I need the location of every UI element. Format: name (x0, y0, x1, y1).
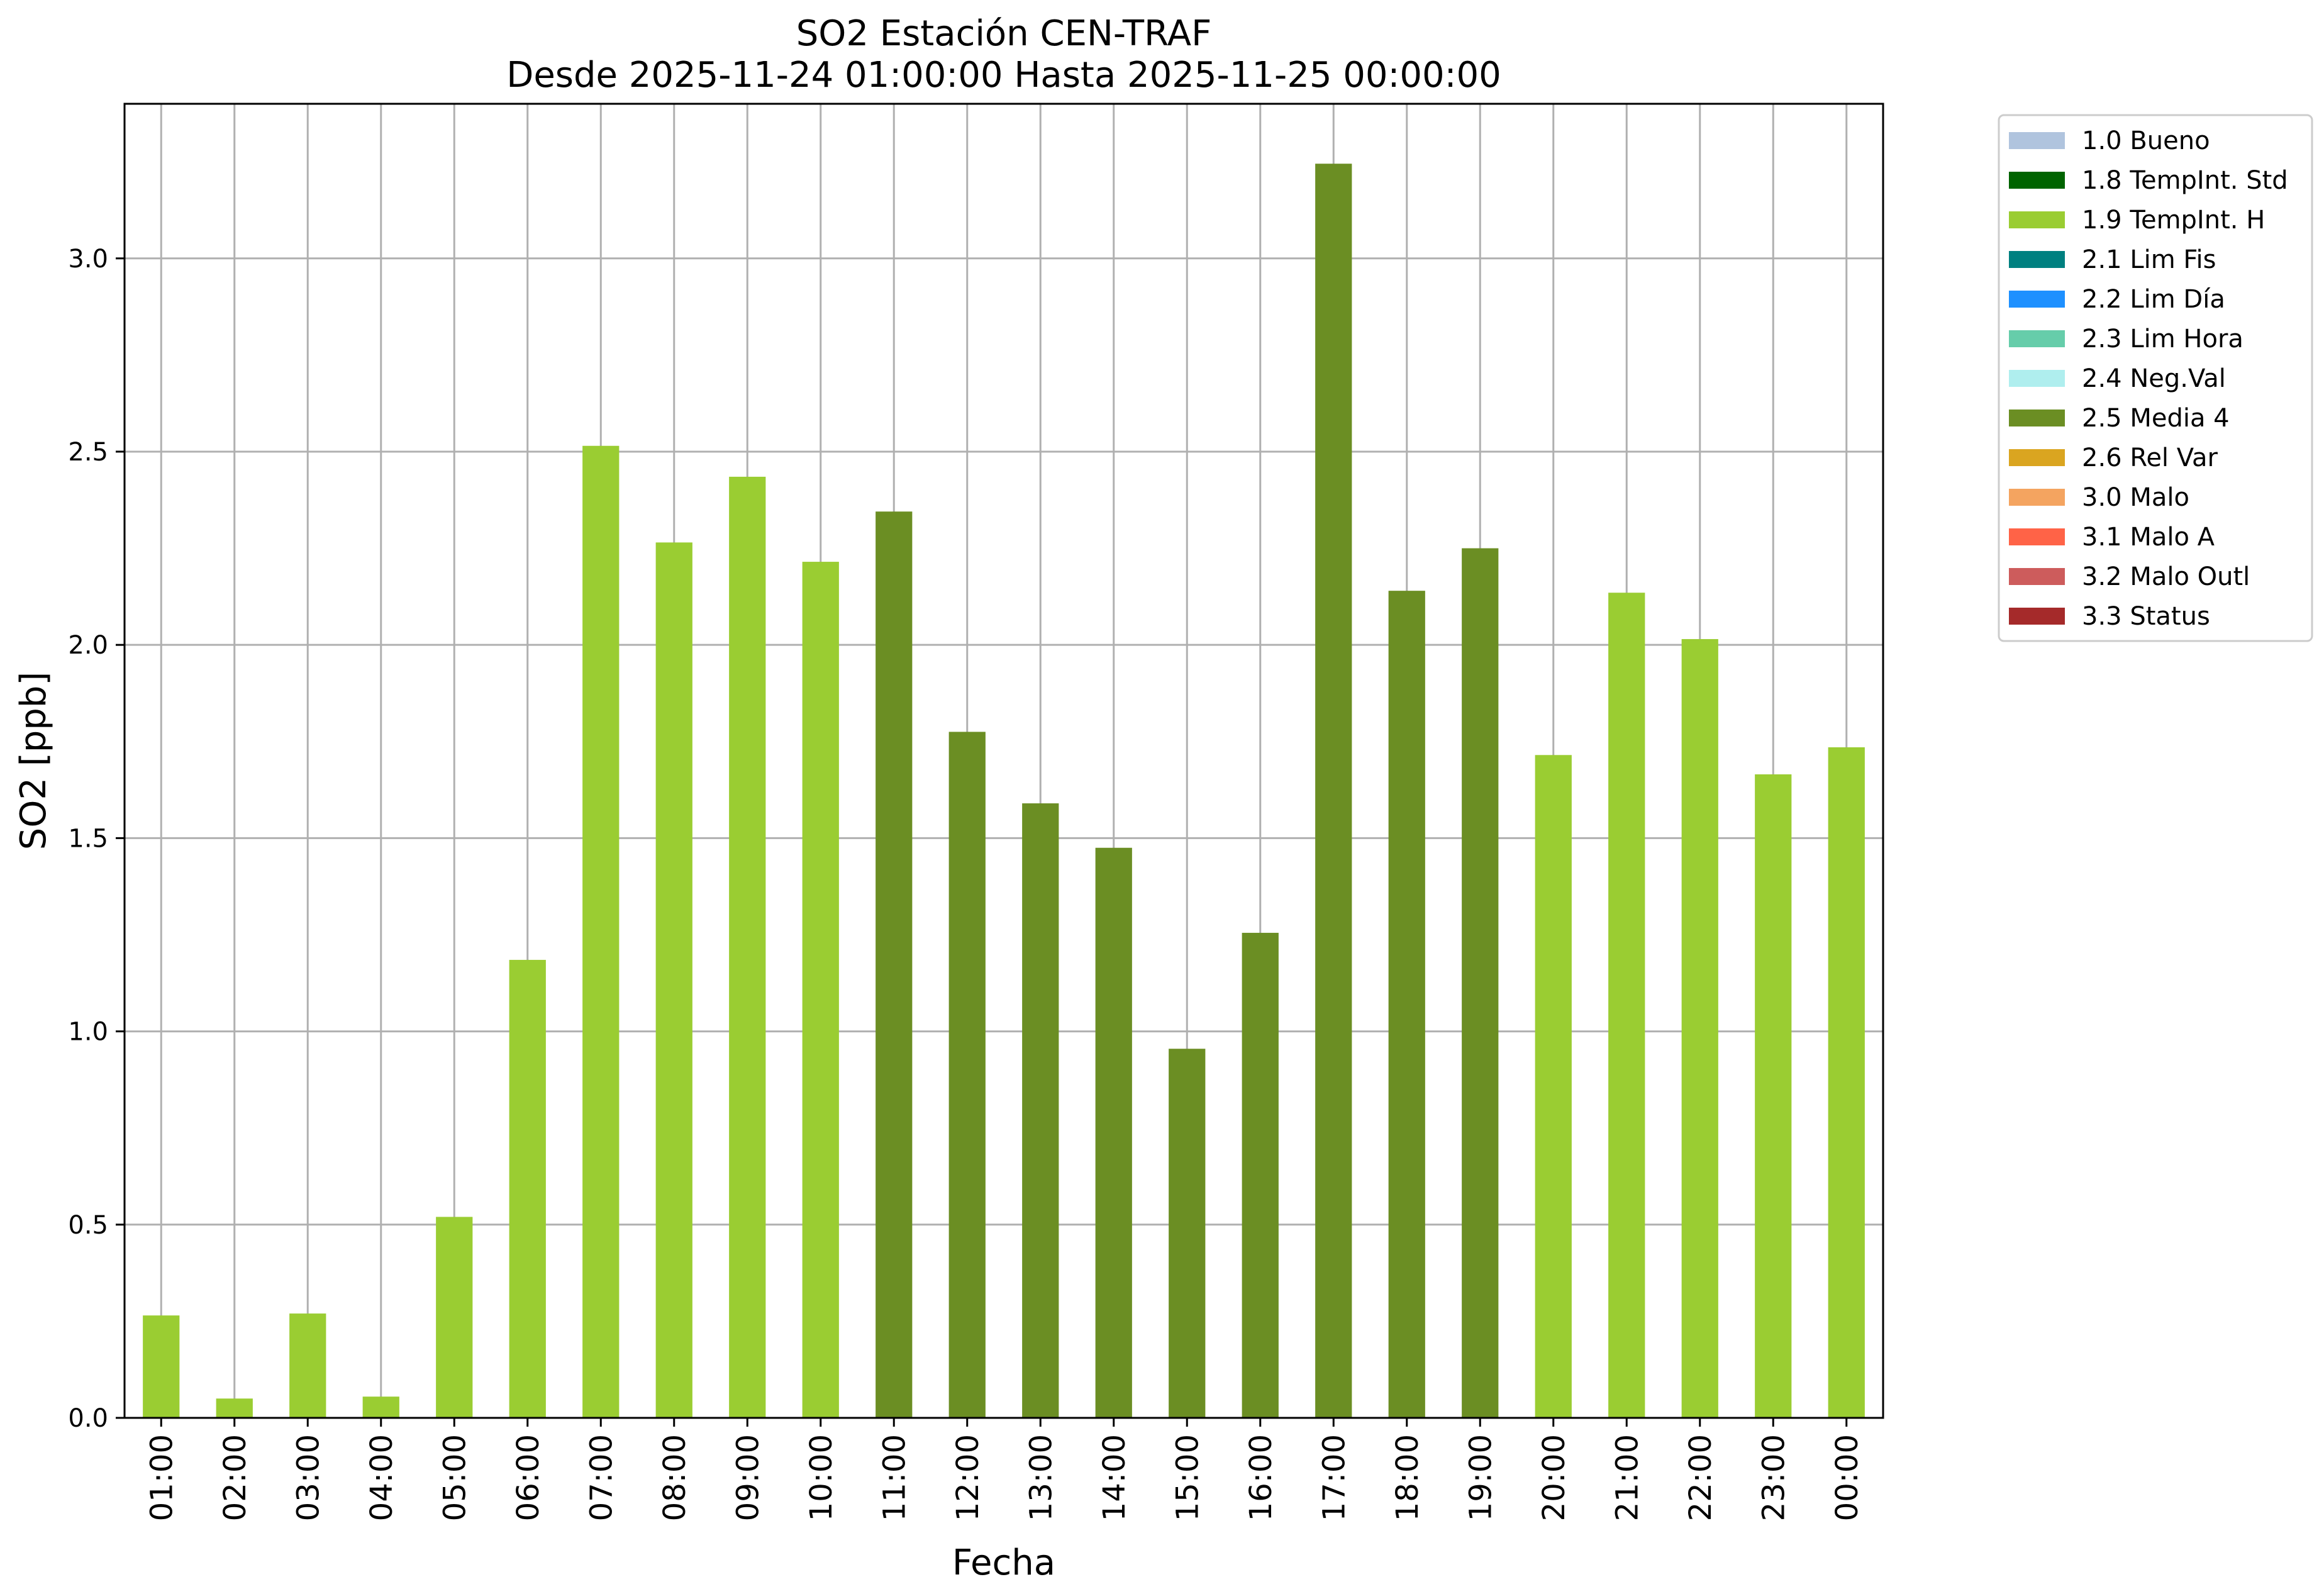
bar (216, 1398, 253, 1418)
bar (1169, 1049, 1206, 1418)
x-tick-label: 05:00 (437, 1434, 472, 1521)
x-tick-label: 11:00 (877, 1434, 912, 1521)
x-tick-label: 19:00 (1463, 1434, 1498, 1521)
x-tick-label: 13:00 (1023, 1434, 1059, 1521)
x-tick-label: 09:00 (730, 1434, 765, 1521)
bar (1022, 803, 1059, 1418)
legend-swatch (2009, 211, 2065, 228)
x-tick-label: 20:00 (1537, 1434, 1572, 1521)
legend-label: 3.1 Malo A (2082, 523, 2215, 552)
legend-box (1998, 114, 2313, 642)
bar (948, 732, 986, 1418)
bar (655, 542, 692, 1418)
bar (1095, 847, 1132, 1418)
bar (582, 445, 620, 1418)
x-tick-label: 02:00 (218, 1434, 253, 1521)
legend-items: 1.0 Bueno 1.8 TempInt. Std 1.9 TempInt. H 2… (2009, 126, 2288, 631)
y-tick-label: 2.0 (68, 631, 108, 660)
legend-label: 3.3 Status (2082, 602, 2210, 631)
legend-label: 1.8 TempInt. Std (2082, 166, 2288, 195)
legend: 1.0 Bueno 1.8 TempInt. Std 1.9 TempInt. H 2… (1998, 114, 2313, 642)
y-tick-label: 1.5 (68, 824, 108, 853)
legend-label: 2.3 Lim Hora (2082, 325, 2243, 354)
x-tick-label: 17:00 (1316, 1434, 1352, 1521)
y-tick-label: 0.5 (68, 1211, 108, 1240)
bar (509, 959, 546, 1418)
y-axis-ticks: 0.0 0.5 1.0 1.5 2.0 2.5 3.0 (68, 245, 125, 1433)
bar (1681, 638, 1718, 1418)
chart-subtitle: Desde 2025-11-24 01:00:00 Hasta 2025-11-… (506, 55, 1501, 96)
x-tick-label: 18:00 (1390, 1434, 1425, 1521)
bar (436, 1217, 473, 1418)
x-tick-label: 22:00 (1683, 1434, 1718, 1521)
x-tick-label: 01:00 (144, 1434, 179, 1521)
bar (362, 1396, 399, 1418)
legend-label: 1.0 Bueno (2082, 126, 2210, 155)
x-tick-label: 06:00 (511, 1434, 546, 1521)
x-tick-label: 03:00 (291, 1434, 326, 1521)
bar (1462, 548, 1499, 1418)
bar (1388, 591, 1425, 1418)
x-tick-label: 10:00 (804, 1434, 839, 1521)
legend-label: 3.0 Malo (2082, 483, 2189, 512)
legend-swatch (2009, 132, 2065, 149)
bar (1755, 774, 1792, 1418)
legend-label: 2.1 Lim Fis (2082, 245, 2216, 274)
legend-swatch (2009, 608, 2065, 625)
x-tick-label: 07:00 (584, 1434, 619, 1521)
bar (876, 511, 913, 1418)
x-tick-label: 21:00 (1610, 1434, 1645, 1521)
bar (729, 476, 766, 1418)
y-tick-label: 2.5 (68, 438, 108, 467)
bar (289, 1313, 326, 1418)
x-tick-label: 14:00 (1097, 1434, 1132, 1521)
legend-swatch (2009, 370, 2065, 387)
x-axis-label: Fecha (952, 1542, 1055, 1583)
legend-swatch (2009, 410, 2065, 426)
bar (143, 1315, 180, 1418)
legend-label: 2.2 Lim Día (2082, 285, 2225, 314)
x-tick-label: 23:00 (1756, 1434, 1791, 1521)
legend-label: 2.4 Neg.Val (2082, 364, 2226, 393)
chart-title: SO2 Estación CEN-TRAF (796, 13, 1212, 54)
x-tick-label: 15:00 (1170, 1434, 1205, 1521)
x-axis-ticks: 01:00 02:00 03:00 04:00 05:00 06:00 07:00 08:00… (144, 1418, 1865, 1521)
y-axis-label: SO2 [ppb] (13, 672, 54, 850)
y-tick-label: 0.0 (68, 1404, 108, 1433)
x-tick-label: 16:00 (1243, 1434, 1279, 1521)
y-tick-label: 1.0 (68, 1018, 108, 1047)
legend-swatch (2009, 449, 2065, 466)
x-tick-label: 00:00 (1830, 1434, 1865, 1521)
legend-label: 2.5 Media 4 (2082, 404, 2230, 433)
x-tick-label: 08:00 (657, 1434, 692, 1521)
y-tick-label: 3.0 (68, 245, 108, 274)
x-tick-label: 12:00 (950, 1434, 986, 1521)
legend-swatch (2009, 568, 2065, 585)
bar (1315, 164, 1352, 1418)
x-tick-label: 04:00 (364, 1434, 399, 1521)
legend-swatch (2009, 528, 2065, 545)
legend-swatch (2009, 330, 2065, 347)
bar (1608, 593, 1645, 1418)
plot-frame (123, 103, 1884, 1419)
legend-swatch (2009, 251, 2065, 268)
legend-label: 1.9 TempInt. H (2082, 206, 2265, 235)
bars (143, 164, 1865, 1418)
legend-label: 3.2 Malo Outl (2082, 562, 2250, 591)
legend-swatch (2009, 291, 2065, 308)
bar (1242, 932, 1279, 1418)
legend-swatch (2009, 172, 2065, 189)
bar (802, 562, 839, 1418)
legend-swatch (2009, 489, 2065, 506)
legend-label: 2.6 Rel Var (2082, 443, 2218, 472)
bar (1535, 755, 1572, 1418)
bar (1828, 747, 1865, 1418)
